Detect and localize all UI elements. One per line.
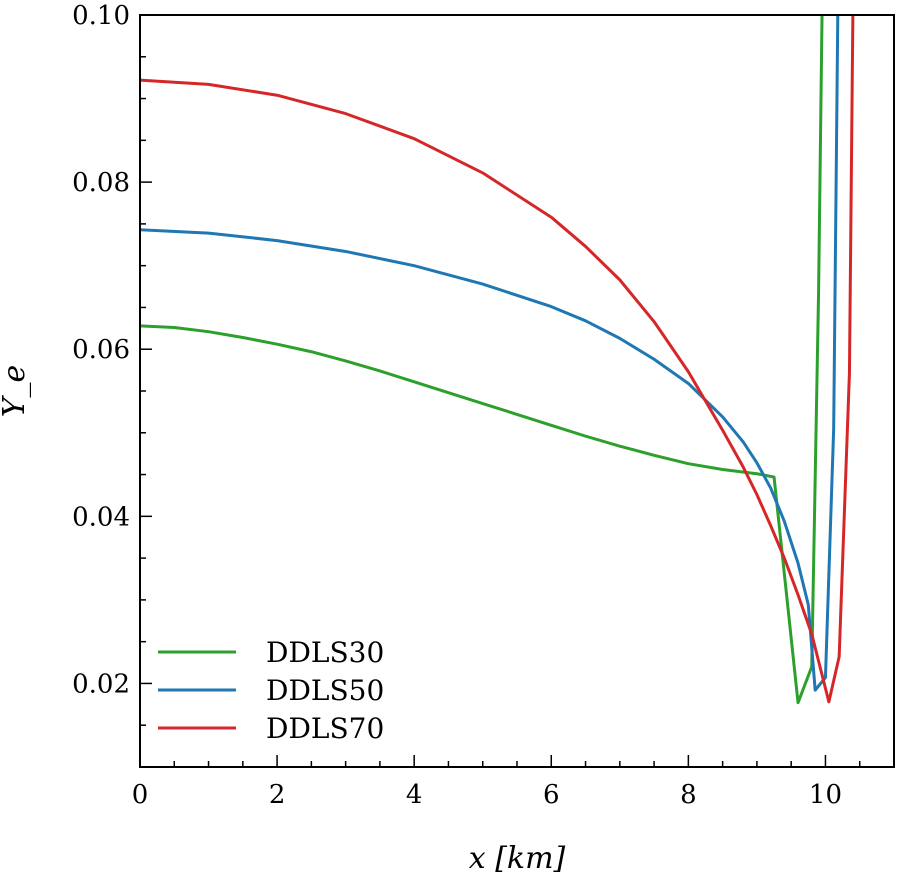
y-tick-label: 0.10 bbox=[72, 1, 130, 31]
x-tick-label: 4 bbox=[406, 780, 423, 810]
x-tick-label: 2 bbox=[269, 780, 286, 810]
legend-label-ddls30: DDLS30 bbox=[266, 636, 384, 669]
x-tick-label: 6 bbox=[543, 780, 560, 810]
ticks-layer: 0 2 4 6 8 10 0.02 0.04 0.06 0.08 0.10 bbox=[72, 1, 895, 810]
x-tick-label: 8 bbox=[680, 780, 697, 810]
legend-label-ddls50: DDLS50 bbox=[266, 674, 384, 707]
series-layer bbox=[140, 15, 855, 705]
series-line-ddls70 bbox=[140, 15, 855, 704]
y-tick-label: 0.02 bbox=[72, 669, 130, 699]
x-tick-label: 10 bbox=[809, 780, 842, 810]
legend-label-ddls70: DDLS70 bbox=[266, 712, 384, 745]
x-tick-label: 0 bbox=[132, 780, 149, 810]
y-tick-label: 0.04 bbox=[72, 502, 130, 532]
y-tick-label: 0.06 bbox=[72, 335, 130, 365]
y-axis-label: Y_e bbox=[0, 365, 32, 418]
series-line-ddls50 bbox=[140, 15, 840, 692]
plot-frame bbox=[139, 14, 895, 768]
series-line-ddls30 bbox=[140, 15, 824, 705]
x-axis-label: x [km] bbox=[469, 841, 566, 876]
y-tick-label: 0.08 bbox=[72, 168, 130, 198]
legend: DDLS30 DDLS50 DDLS70 bbox=[158, 636, 384, 745]
